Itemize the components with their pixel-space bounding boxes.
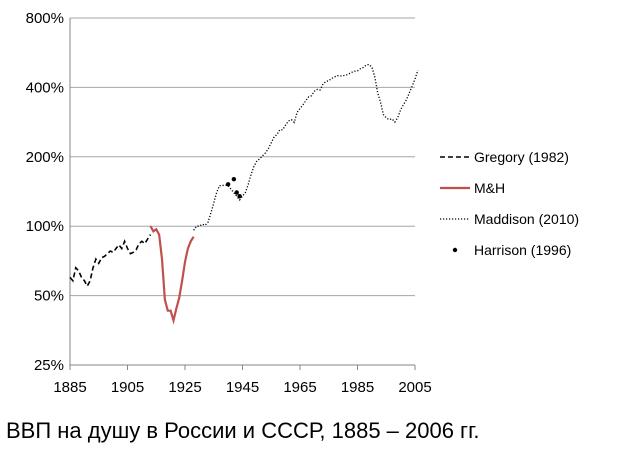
x-tick-label: 1985 <box>341 379 374 396</box>
data-point-harrison-1996 <box>225 182 231 187</box>
x-tick-label: 1945 <box>226 379 259 396</box>
y-tick-label: 50% <box>34 288 64 305</box>
plot-series <box>69 63 419 325</box>
series-line-gregory-1982 <box>69 234 152 288</box>
x-tick-label: 1925 <box>168 379 201 396</box>
x-tick-label: 1885 <box>53 379 86 396</box>
legend-marker-harrison-1996 <box>452 247 458 253</box>
legend-label-harrison-1996: Harrison (1996) <box>474 242 571 258</box>
series-line-m-h <box>149 225 195 325</box>
y-tick-label: 200% <box>26 149 64 166</box>
data-point-harrison-1996 <box>231 176 237 182</box>
axes: 25% 50% 100% 200% 400% 800% 1885 1905 1925 1945 19… <box>26 10 432 396</box>
legend: Gregory (1982) M&H Maddison (2010) Harrison… <box>440 149 579 258</box>
legend-label-maddison-2010: Maddison (2010) <box>474 211 579 227</box>
x-tick-label: 2005 <box>398 379 431 396</box>
data-point-harrison-1996 <box>237 193 242 199</box>
data-point-harrison-1996 <box>234 190 239 195</box>
y-tick-label: 400% <box>26 79 64 96</box>
chart-caption: ВВП на душу в России и СССР, 1885 – 2006… <box>6 418 480 443</box>
x-tick-label: 1905 <box>111 379 144 396</box>
series-line-maddison-2010 <box>193 63 419 231</box>
gridlines <box>70 17 415 366</box>
legend-label-m-h: M&H <box>474 180 505 196</box>
y-tick-label: 100% <box>26 218 64 235</box>
x-tick-label: 1965 <box>283 379 316 396</box>
y-tick-label: 800% <box>26 10 64 27</box>
y-tick-label: 25% <box>34 357 64 374</box>
legend-label-gregory-1982: Gregory (1982) <box>474 149 569 165</box>
